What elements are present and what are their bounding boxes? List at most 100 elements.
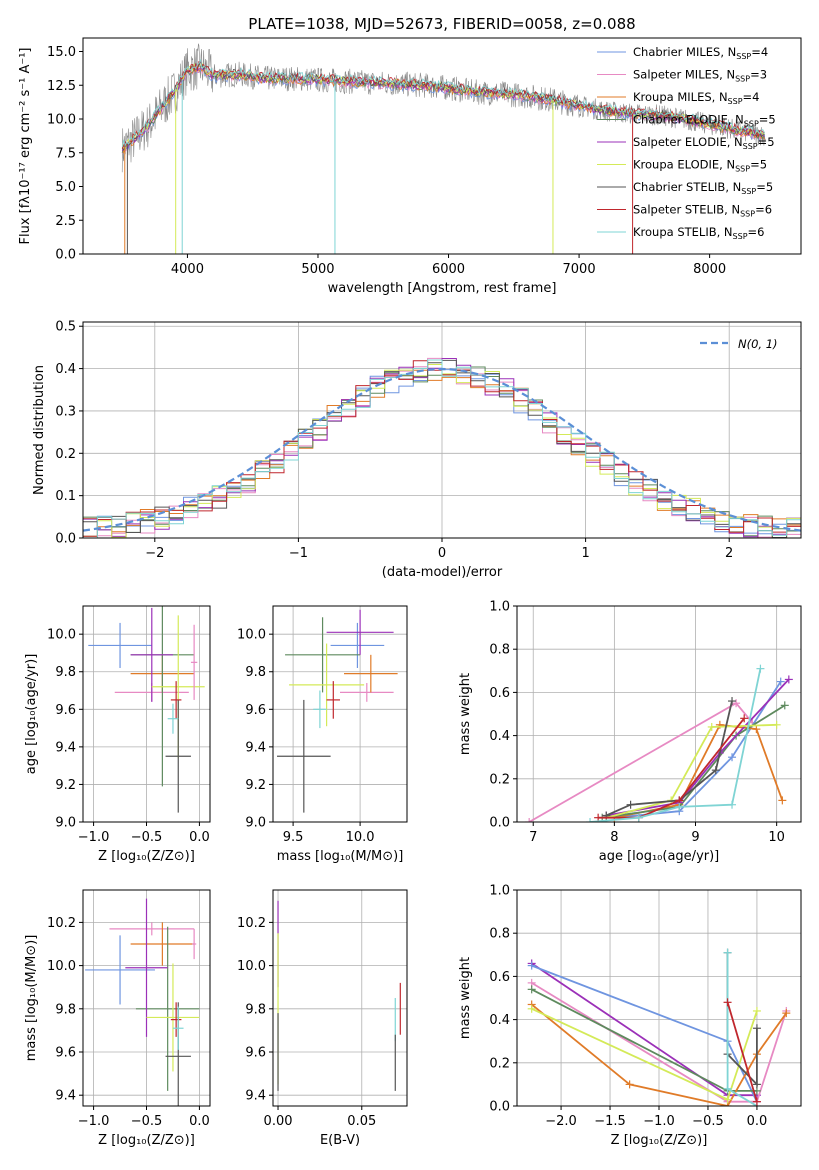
x-tick-label: 5000 [301,262,334,277]
y-tick-label: 10.0 [237,959,266,974]
y-axis-label: mass weight [458,673,473,755]
x-axis-label: Z [log₁₀(Z/Z⊙)] [98,1133,195,1148]
y-tick-label: 10.0 [237,628,266,643]
x-tick-label: −2 [145,546,164,561]
panel-residuals: −2 −1 0 1 2 0.0 0.1 0.2 0.3 0.4 0.5 (data-model)/er… [32,320,802,580]
x-tick-label: 0.0 [189,1114,210,1129]
y-tick-label: 9.6 [245,703,266,718]
x-tick-label: 10.0 [346,830,375,845]
legend-entry: Kroupa ELODIE, NSSP=5 [633,158,767,174]
x-tick-label: −1.0 [78,1114,110,1129]
weight-series-kroupa_stelib [726,952,758,1106]
weight-series-salpeter_stelib [598,717,745,819]
y-tick-label: 9.4 [55,1089,76,1104]
x-tick-label: −0.5 [692,1114,724,1129]
x-tick-label: 0.05 [347,1114,376,1129]
y-tick-label: 9.6 [245,1046,266,1061]
y-tick-label: 9.8 [245,1002,266,1017]
x-axis-label: Z [log₁₀(Z/Z⊙)] [98,849,195,864]
y-tick-label: 0.0 [55,532,76,547]
axes-frame [272,605,408,823]
x-tick-label: 4000 [171,262,204,277]
panel-age_vs_Z: −1.0 −0.5 0.0 9.0 9.2 9.4 9.6 9.8 10.0 Z [log₁₀(Z… [24,605,211,864]
y-tick-label: 0.0 [55,248,76,263]
y-tick-label: 0.3 [55,404,76,419]
y-tick-label: 9.4 [55,740,76,755]
x-tick-label: 6000 [432,262,465,277]
panel-age_vs_mass: 9.5 10.0 9.0 9.2 9.4 9.6 9.8 10.0 mass [log₁₀(M/… [237,605,408,864]
y-tick-label: 15.0 [47,45,76,60]
legend: Chabrier MILES, NSSP=4 Salpeter MILES, NS… [597,45,776,241]
y-tick-label: 2.5 [55,214,76,229]
legend-entry: Chabrier MILES, NSSP=4 [633,45,768,61]
y-tick-label: 0.2 [55,447,76,462]
y-axis-label: mass [log₁₀(M/M⊙)] [24,935,39,1062]
x-tick-label: −0.5 [131,830,163,845]
y-tick-label: 1.0 [489,884,510,899]
weight-series-salpeter_elodie [531,962,757,1097]
weight-series-kroupa_elodie [606,723,777,819]
y-tick-label: 0.1 [55,489,76,504]
weight-series-salpeter_miles [531,982,788,1103]
x-tick-label: −1.5 [594,1114,626,1129]
y-tick-label: 12.5 [47,79,76,94]
y-tick-label: 0.2 [489,1056,510,1071]
y-tick-label: 10.0 [47,628,76,643]
y-tick-label: 9.0 [245,816,266,831]
x-tick-label: 1 [581,546,589,561]
y-tick-label: 9.8 [245,665,266,680]
spectrum-data-line [121,43,766,173]
x-axis-label: wavelength [Angstrom, rest frame] [328,281,557,296]
plot-area [525,664,793,822]
plot-area [527,948,791,1106]
weight-series-kroupa_stelib [589,668,762,822]
x-axis-label: mass [log₁₀(M/M⊙)] [277,849,404,864]
y-tick-label: 0.0 [489,816,510,831]
y-tick-label: 9.4 [245,1089,266,1104]
y-tick-label: 9.6 [55,1046,76,1061]
y-tick-label: 0.6 [489,686,510,701]
y-tick-label: 5.0 [55,180,76,195]
y-tick-label: 7.5 [55,146,76,161]
normal-curve [83,367,801,532]
x-axis-label: Z [log₁₀(Z/Z⊙)] [611,1133,708,1148]
x-axis-label: E(B-V) [320,1133,360,1148]
x-tick-label: 9 [691,830,699,845]
legend-entry: Chabrier ELODIE, NSSP=5 [633,113,776,129]
x-tick-label: −0.5 [131,1114,163,1129]
y-tick-label: 9.2 [245,778,266,793]
plot-area [88,606,205,813]
y-tick-label: 9.8 [55,665,76,680]
plot-area [277,609,398,813]
panel-spectrum: 4000 5000 6000 7000 8000 0.0 2.5 5.0 7.5 10.0 12.5… [18,15,802,296]
panel-weight_vs_age: 7 8 9 10 0.0 0.2 0.4 0.6 0.8 1.0 age [log₁₀(age/yr… [458,600,802,864]
x-tick-label: 10 [768,830,785,845]
panel-weight_vs_Z: −2.0 −1.5 −1.0 −0.5 0.0 0.0 0.2 0.4 0.6 0.8 1.0 Z [… [458,884,802,1148]
panel-mass_vs_ebv: 0.00 0.05 9.4 9.6 9.8 10.0 10.2 E(B-V) [237,889,408,1148]
x-tick-label: 8 [610,830,618,845]
x-tick-label: 7000 [563,262,596,277]
x-tick-label: 2 [725,546,733,561]
y-tick-label: 9.4 [245,740,266,755]
x-tick-label: −1.0 [643,1114,675,1129]
spectrum-model-kroupa_stelib [121,58,765,148]
y-tick-label: 0.8 [489,927,510,942]
legend-entry: Kroupa MILES, NSSP=4 [633,90,759,106]
y-tick-label: 9.8 [55,1002,76,1017]
plot-area [83,357,801,538]
chart-title: PLATE=1038, MJD=52673, FIBERID=0058, z=0… [248,15,635,33]
legend-entry: N(0, 1) [738,337,778,351]
axes-frame [82,37,802,255]
y-tick-label: 10.2 [47,916,76,931]
x-tick-label: 0.00 [264,1114,293,1129]
legend-entry: Kroupa STELIB, NSSP=6 [633,225,764,241]
x-tick-label: 0.0 [189,830,210,845]
x-tick-label: −2.0 [545,1114,577,1129]
y-tick-label: 0.8 [489,643,510,658]
x-tick-label: −1.0 [78,830,110,845]
plot-area [121,43,766,254]
plot-area [277,900,401,1091]
legend-entry: Salpeter MILES, NSSP=3 [633,68,767,84]
y-axis-label: age [log₁₀(age/yr)] [24,654,39,775]
